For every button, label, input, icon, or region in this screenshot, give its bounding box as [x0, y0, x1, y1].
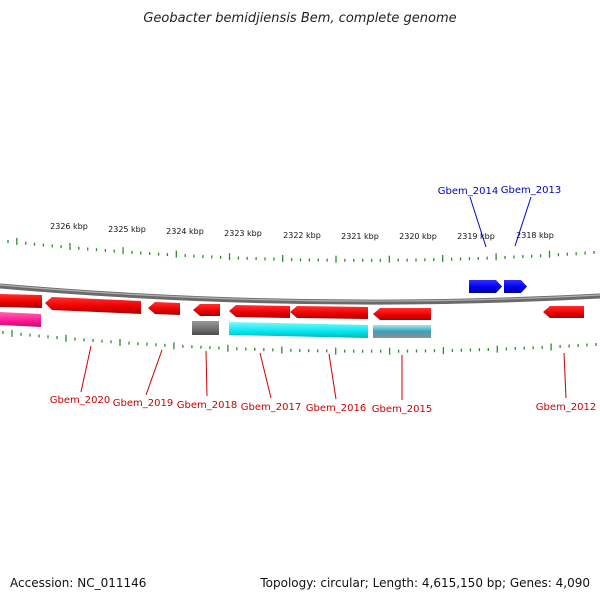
leader-line	[145, 349, 163, 396]
leader-line	[563, 352, 567, 399]
kbp-label: 2318 kbp	[516, 231, 554, 240]
genome-summary-text: Topology: circular; Length: 4,615,150 bp…	[259, 576, 590, 590]
genome-backbone	[0, 283, 600, 305]
kbp-label: 2320 kbp	[399, 232, 437, 241]
gene-label-gbem-2017[interactable]: Gbem_2017	[241, 402, 301, 413]
gene-gbem-2020[interactable]	[45, 297, 141, 314]
gene-label-gbem-2014[interactable]: Gbem_2014	[438, 186, 498, 197]
gene-gbem-2019[interactable]	[148, 302, 180, 315]
kbp-label: 2323 kbp	[224, 229, 262, 238]
inner-tick-scale	[2, 329, 597, 355]
leader-line	[80, 345, 92, 393]
gene-label-gbem-2016[interactable]: Gbem_2016	[306, 403, 366, 414]
cyan-feature	[229, 322, 368, 338]
gene-gbem-2012[interactable]	[543, 306, 584, 318]
magenta-feature	[0, 312, 41, 327]
gene-label-gbem-2013[interactable]: Gbem_2013	[501, 185, 561, 196]
bottom-gene-labels: Gbem_2020 Gbem_2019 Gbem_2018 Gbem_2017 …	[50, 345, 596, 415]
leader-line	[259, 352, 272, 399]
gene-label-gbem-2019[interactable]: Gbem_2019	[113, 398, 173, 409]
kbp-label: 2321 kbp	[341, 232, 379, 241]
leader-line	[514, 196, 532, 247]
gene-label-gbem-2012[interactable]: Gbem_2012	[536, 402, 596, 413]
gray-feature	[192, 321, 219, 335]
gene-gbem-2015[interactable]	[373, 308, 431, 320]
genome-title: Geobacter bemidjiensis Bem, complete gen…	[143, 11, 456, 26]
forward-genes	[469, 280, 527, 293]
reverse-genes	[0, 294, 584, 320]
gene-label-gbem-2020[interactable]: Gbem_2020	[50, 395, 110, 406]
gene-label-gbem-2015[interactable]: Gbem_2015	[372, 404, 432, 415]
genome-backbone-highlight	[0, 284, 600, 302]
leader-line	[205, 350, 208, 397]
gene-gbem-2018[interactable]	[193, 304, 220, 316]
kbp-label: 2326 kbp	[50, 222, 88, 231]
gene-label-gbem-2018[interactable]: Gbem_2018	[177, 400, 237, 411]
kbp-label: 2324 kbp	[166, 227, 204, 236]
accession-text: Accession: NC_011146	[10, 576, 146, 590]
teal-feature	[373, 325, 431, 338]
outer-tick-scale	[7, 237, 595, 263]
gene-gbem-2014[interactable]	[469, 280, 502, 293]
gene-gbem-2021-partial[interactable]	[0, 294, 42, 308]
top-gene-labels: Gbem_2014 Gbem_2013	[438, 185, 561, 248]
kbp-labels: 2326 kbp 2325 kbp 2324 kbp 2323 kbp 2322…	[50, 222, 554, 241]
gene-gbem-2016[interactable]	[290, 306, 368, 319]
gene-gbem-2013[interactable]	[504, 280, 527, 293]
gene-gbem-2017[interactable]	[229, 305, 290, 318]
leader-line	[328, 353, 337, 400]
kbp-label: 2319 kbp	[457, 232, 495, 241]
kbp-label: 2325 kbp	[108, 225, 146, 234]
feature-track	[0, 312, 431, 338]
leader-line	[469, 196, 487, 248]
kbp-label: 2322 kbp	[283, 231, 321, 240]
